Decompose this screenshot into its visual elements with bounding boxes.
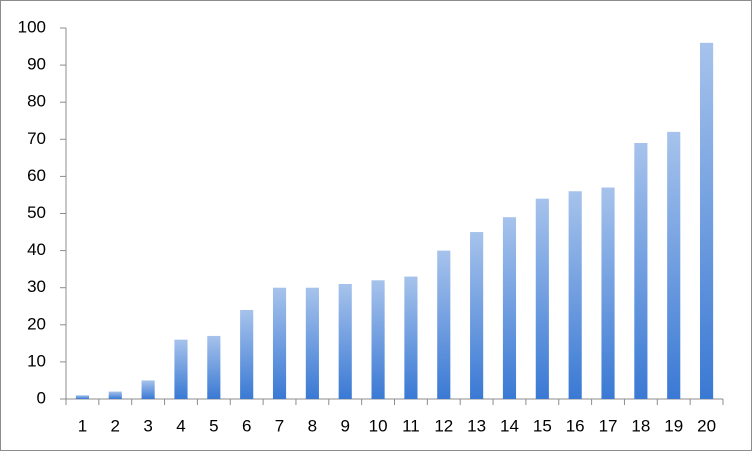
bar bbox=[371, 280, 385, 399]
x-tick-label: 4 bbox=[176, 416, 185, 435]
x-tick-label: 6 bbox=[242, 416, 251, 435]
bar bbox=[108, 391, 122, 399]
x-tick-label: 7 bbox=[275, 416, 284, 435]
bar bbox=[470, 232, 484, 399]
bar bbox=[338, 283, 352, 399]
x-tick-label: 10 bbox=[369, 416, 388, 435]
bar bbox=[272, 287, 287, 399]
bar bbox=[437, 250, 451, 399]
bar bbox=[634, 143, 648, 399]
bar bbox=[305, 287, 319, 399]
x-tick-label: 2 bbox=[111, 416, 120, 435]
y-tick-label: 80 bbox=[27, 92, 46, 111]
y-tick-label: 10 bbox=[27, 351, 46, 370]
bar bbox=[502, 217, 517, 399]
y-tick-label: 60 bbox=[27, 166, 46, 185]
x-tick-label: 20 bbox=[697, 416, 716, 435]
y-tick-label: 20 bbox=[27, 314, 46, 333]
x-tick-label: 12 bbox=[434, 416, 453, 435]
bar bbox=[75, 395, 89, 399]
bar bbox=[207, 335, 221, 399]
x-tick-label: 15 bbox=[533, 416, 552, 435]
x-tick-label: 18 bbox=[631, 416, 650, 435]
x-tick-label: 17 bbox=[599, 416, 618, 435]
bar bbox=[568, 191, 582, 399]
x-tick-label: 14 bbox=[500, 416, 519, 435]
bar bbox=[240, 309, 254, 399]
bar bbox=[174, 339, 188, 399]
x-tick-label: 9 bbox=[340, 416, 349, 435]
bar bbox=[404, 276, 418, 399]
x-tick-label: 19 bbox=[664, 416, 683, 435]
bar bbox=[667, 131, 681, 399]
y-tick-label: 90 bbox=[27, 55, 46, 74]
bar bbox=[535, 198, 549, 399]
x-tick-label: 8 bbox=[308, 416, 317, 435]
x-tick-label: 5 bbox=[209, 416, 218, 435]
y-tick-label: 0 bbox=[37, 388, 46, 407]
y-tick-label: 50 bbox=[27, 203, 46, 222]
x-tick-label: 1 bbox=[78, 416, 87, 435]
bar bbox=[700, 42, 714, 400]
x-tick-label: 3 bbox=[143, 416, 152, 435]
x-tick-label: 11 bbox=[402, 416, 420, 435]
y-tick-label: 30 bbox=[27, 277, 46, 296]
y-tick-label: 40 bbox=[27, 240, 46, 259]
y-tick-label: 70 bbox=[27, 129, 46, 148]
x-tick-label: 16 bbox=[566, 416, 585, 435]
x-tick-label: 13 bbox=[467, 416, 486, 435]
bar bbox=[141, 380, 155, 399]
y-tick-label: 100 bbox=[18, 17, 46, 36]
bar bbox=[601, 187, 615, 399]
